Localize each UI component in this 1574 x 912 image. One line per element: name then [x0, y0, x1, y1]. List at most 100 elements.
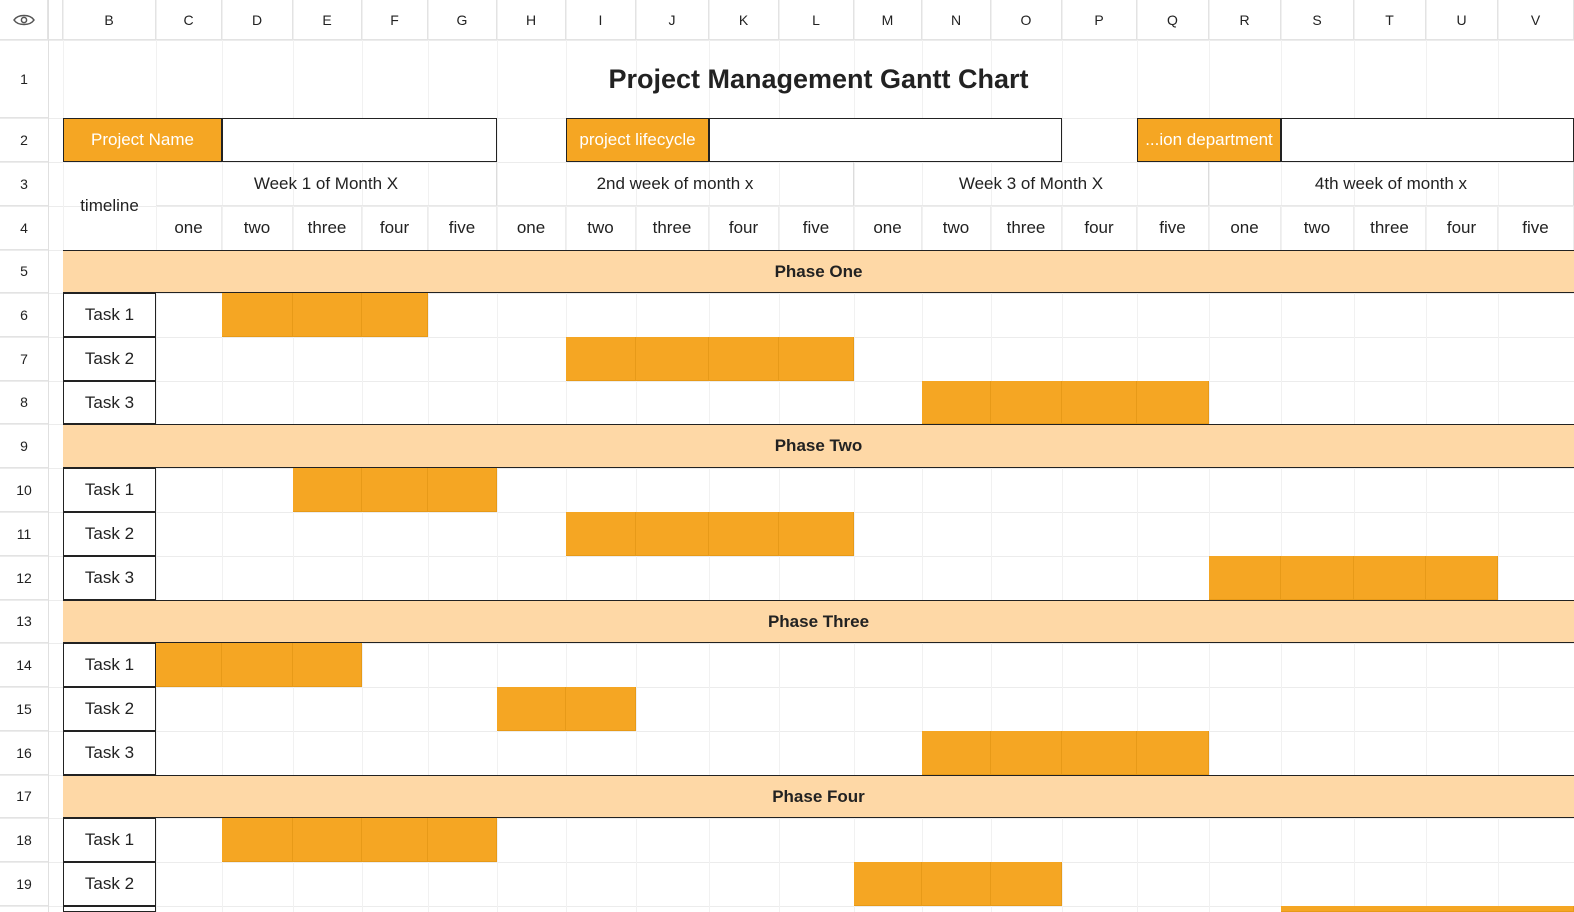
- task-label[interactable]: Task 2: [63, 687, 156, 731]
- column-header-d[interactable]: D: [222, 0, 293, 40]
- gantt-bar-segment[interactable]: [922, 381, 991, 424]
- gantt-bar-segment[interactable]: [222, 293, 293, 337]
- column-header-q[interactable]: Q: [1137, 0, 1209, 40]
- column-header-v[interactable]: V: [1498, 0, 1574, 40]
- row-header-12[interactable]: 12: [0, 556, 48, 600]
- day-header-w3-three: three: [991, 206, 1062, 250]
- eye-icon[interactable]: [12, 13, 35, 27]
- gantt-bar-segment[interactable]: [497, 687, 566, 731]
- gantt-bar-segment[interactable]: [854, 862, 922, 906]
- column-header-c[interactable]: C: [156, 0, 222, 40]
- gantt-bar-segment[interactable]: [362, 293, 428, 337]
- column-header-h[interactable]: H: [497, 0, 566, 40]
- gantt-bar-segment[interactable]: [293, 818, 362, 862]
- column-header-o[interactable]: O: [991, 0, 1062, 40]
- row-header-7[interactable]: 7: [0, 337, 48, 381]
- gantt-bar-segment[interactable]: [922, 731, 991, 775]
- project-name-field[interactable]: [222, 118, 497, 162]
- gantt-bar-segment[interactable]: [566, 512, 636, 556]
- gantt-bar-segment[interactable]: [566, 337, 636, 381]
- column-header-g[interactable]: G: [428, 0, 497, 40]
- row-header-8[interactable]: 8: [0, 381, 48, 424]
- column-header-f[interactable]: F: [362, 0, 428, 40]
- gantt-bar-segment[interactable]: [1281, 906, 1574, 912]
- task-label[interactable]: Task 1: [63, 818, 156, 862]
- row-header-14[interactable]: 14: [0, 643, 48, 687]
- project-lifecycle-field[interactable]: [709, 118, 1062, 162]
- gantt-bar-segment[interactable]: [636, 337, 709, 381]
- task-label[interactable]: Task 3: [63, 731, 156, 775]
- gantt-bar-segment[interactable]: [1281, 556, 1354, 600]
- row-header-5[interactable]: 5: [0, 250, 48, 293]
- row-header-2[interactable]: 2: [0, 118, 48, 162]
- gantt-bar-segment[interactable]: [922, 862, 991, 906]
- column-header-j[interactable]: J: [636, 0, 709, 40]
- task-label[interactable]: Task 2: [63, 512, 156, 556]
- column-header-blank[interactable]: [48, 0, 63, 40]
- gantt-bar-segment[interactable]: [1426, 556, 1498, 600]
- gantt-bar-segment[interactable]: [991, 731, 1062, 775]
- task-label[interactable]: Task 1: [63, 643, 156, 687]
- day-header-w4-four: four: [1426, 206, 1498, 250]
- column-header-m[interactable]: M: [854, 0, 922, 40]
- task-label[interactable]: Task 3: [63, 381, 156, 424]
- row-header-6[interactable]: 6: [0, 293, 48, 337]
- gantt-bar-segment[interactable]: [779, 337, 854, 381]
- column-header-l[interactable]: L: [779, 0, 854, 40]
- gantt-bar-segment[interactable]: [428, 818, 497, 862]
- task-label[interactable]: Task 1: [63, 293, 156, 337]
- gantt-bar-segment[interactable]: [991, 862, 1062, 906]
- row-header-11[interactable]: 11: [0, 512, 48, 556]
- row-header-9[interactable]: 9: [0, 424, 48, 468]
- row-header-13[interactable]: 13: [0, 600, 48, 643]
- gantt-bar-segment[interactable]: [1062, 731, 1137, 775]
- row-header-15[interactable]: 15: [0, 687, 48, 731]
- header-corner[interactable]: [0, 0, 48, 40]
- task-label[interactable]: [63, 906, 156, 912]
- row-header-16[interactable]: 16: [0, 731, 48, 775]
- gantt-bar-segment[interactable]: [222, 643, 293, 687]
- row-header-3[interactable]: 3: [0, 162, 48, 206]
- gantt-bar-segment[interactable]: [222, 818, 293, 862]
- gantt-bar-segment[interactable]: [1209, 556, 1281, 600]
- row-header-17[interactable]: 17: [0, 775, 48, 818]
- task-label[interactable]: Task 1: [63, 468, 156, 512]
- gantt-bar-segment[interactable]: [566, 687, 636, 731]
- column-header-r[interactable]: R: [1209, 0, 1281, 40]
- column-header-k[interactable]: K: [709, 0, 779, 40]
- gantt-bar-segment[interactable]: [991, 381, 1062, 424]
- task-label[interactable]: Task 2: [63, 862, 156, 906]
- column-header-n[interactable]: N: [922, 0, 991, 40]
- row-header-1[interactable]: 1: [0, 40, 48, 118]
- gantt-bar-segment[interactable]: [1137, 381, 1209, 424]
- row-header-10[interactable]: 10: [0, 468, 48, 512]
- gantt-bar-segment[interactable]: [779, 512, 854, 556]
- gantt-bar-segment[interactable]: [709, 337, 779, 381]
- column-header-u[interactable]: U: [1426, 0, 1498, 40]
- row-header-4[interactable]: 4: [0, 206, 48, 250]
- gantt-bar-segment[interactable]: [156, 643, 222, 687]
- task-label[interactable]: Task 3: [63, 556, 156, 600]
- gantt-bar-segment[interactable]: [1354, 556, 1426, 600]
- department-field[interactable]: [1281, 118, 1574, 162]
- column-header-i[interactable]: I: [566, 0, 636, 40]
- gantt-bar-segment[interactable]: [1062, 381, 1137, 424]
- gantt-bar-segment[interactable]: [1137, 731, 1209, 775]
- column-header-p[interactable]: P: [1062, 0, 1137, 40]
- day-header-w3-two: two: [922, 206, 991, 250]
- gantt-bar-segment[interactable]: [362, 468, 428, 512]
- column-header-s[interactable]: S: [1281, 0, 1354, 40]
- column-header-t[interactable]: T: [1354, 0, 1426, 40]
- gantt-bar-segment[interactable]: [293, 468, 362, 512]
- gantt-bar-segment[interactable]: [428, 468, 497, 512]
- gantt-bar-segment[interactable]: [293, 293, 362, 337]
- gantt-bar-segment[interactable]: [293, 643, 362, 687]
- row-header-18[interactable]: 18: [0, 818, 48, 862]
- gantt-bar-segment[interactable]: [709, 512, 779, 556]
- gantt-bar-segment[interactable]: [636, 512, 709, 556]
- column-header-b[interactable]: B: [63, 0, 156, 40]
- task-label[interactable]: Task 2: [63, 337, 156, 381]
- column-header-e[interactable]: E: [293, 0, 362, 40]
- row-header-19[interactable]: 19: [0, 862, 48, 906]
- gantt-bar-segment[interactable]: [362, 818, 428, 862]
